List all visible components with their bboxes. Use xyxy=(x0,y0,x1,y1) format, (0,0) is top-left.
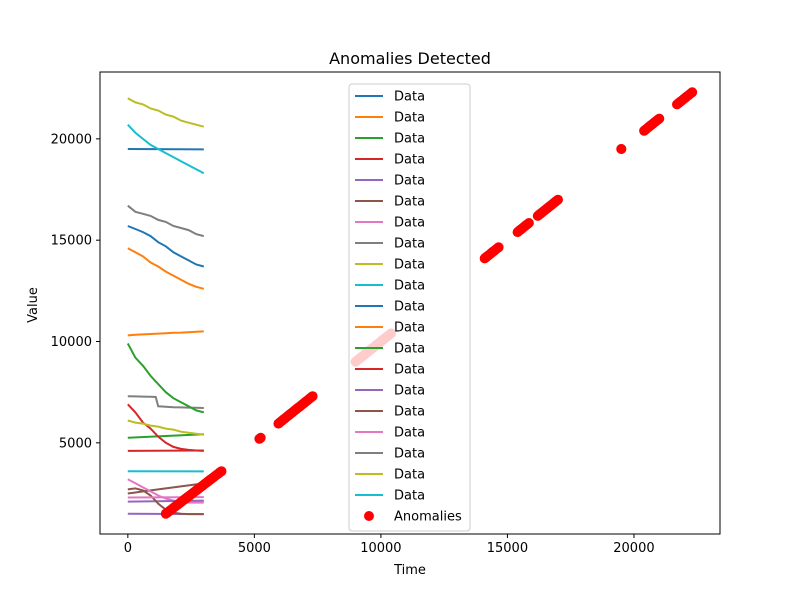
legend-label-7: Data xyxy=(394,216,425,231)
series-line-3 xyxy=(127,433,204,439)
y-tick-label-10000: 10000 xyxy=(51,335,92,350)
series-line-9 xyxy=(127,419,204,436)
x-tick-label-15000: 15000 xyxy=(487,541,528,556)
legend-swatch-anomalies xyxy=(364,511,374,521)
anomaly-point-106 xyxy=(493,242,504,253)
legend-label-11: Data xyxy=(394,300,425,315)
y-tick-label-15000: 15000 xyxy=(51,234,92,249)
x-tick-label-20000: 20000 xyxy=(613,541,654,556)
legend-label-3: Data xyxy=(394,132,425,147)
axes-frame xyxy=(99,71,721,535)
legend-label-10: Data xyxy=(394,279,425,294)
legend-label-5: Data xyxy=(394,174,425,189)
series-line-13 xyxy=(126,343,205,414)
y-axis-ticks: 5000 10000 15000 20000 xyxy=(51,132,100,451)
series-line-2 xyxy=(127,330,204,337)
legend-label-14: Data xyxy=(394,363,425,378)
legend-label-19: Data xyxy=(394,468,425,483)
legend-label-20: Data xyxy=(394,489,425,504)
legend-label-2: Data xyxy=(394,111,425,126)
anomaly-point-43 xyxy=(255,432,266,443)
anomaly-point-69 xyxy=(307,391,318,402)
legend-label-13: Data xyxy=(394,342,425,357)
legend-label-16: Data xyxy=(394,405,425,420)
legend-label-1: Data xyxy=(394,90,425,105)
series-line-19 xyxy=(127,97,205,128)
y-tick-label-20000: 20000 xyxy=(51,132,92,147)
legend-label-8: Data xyxy=(394,237,425,252)
anomaly-point-133 xyxy=(616,144,627,154)
legend-label-4: Data xyxy=(394,153,425,168)
chart-title: Anomalies Detected xyxy=(329,49,491,68)
legend-label-17: Data xyxy=(394,426,425,441)
x-axis-ticks: 0 5000 10000 15000 20000 xyxy=(124,534,655,556)
y-axis-label: Value xyxy=(26,287,41,323)
x-axis-label: Time xyxy=(393,563,426,578)
legend-label-12: Data xyxy=(394,321,425,336)
x-tick-label-0: 0 xyxy=(124,541,132,556)
legend-label-15: Data xyxy=(394,384,425,399)
legend: Data Data Data Data Data Data Data Data Data Data… xyxy=(348,83,471,532)
anomaly-point-157 xyxy=(687,87,698,98)
series-line-12 xyxy=(127,247,205,290)
x-tick-label-5000: 5000 xyxy=(238,541,271,556)
series-line-6 xyxy=(127,482,204,495)
series-line-20 xyxy=(127,124,205,175)
anomaly-point-115 xyxy=(523,218,534,228)
series-line-18 xyxy=(127,204,205,238)
legend-label-anomalies: Anomalies xyxy=(394,510,462,525)
y-tick-label-5000: 5000 xyxy=(59,436,92,451)
legend-label-9: Data xyxy=(394,258,425,273)
x-tick-label-10000: 10000 xyxy=(360,541,401,556)
series-line-15 xyxy=(127,499,204,503)
legend-label-18: Data xyxy=(394,447,425,462)
anomaly-point-145 xyxy=(654,113,665,124)
anomaly-point-131 xyxy=(553,194,563,205)
anomaly-point-41 xyxy=(216,466,227,477)
legend-label-6: Data xyxy=(394,195,425,210)
series-line-11 xyxy=(127,225,205,268)
legend-box xyxy=(348,83,471,532)
series-line-7 xyxy=(127,478,204,504)
